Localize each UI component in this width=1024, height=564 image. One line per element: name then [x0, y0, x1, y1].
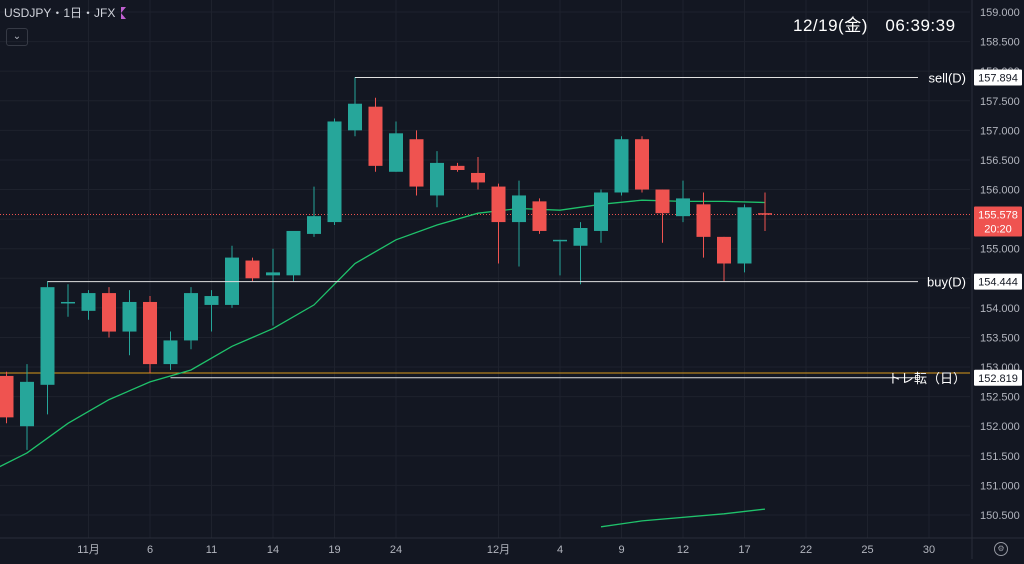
candle-up	[20, 381, 34, 427]
candle-up	[184, 293, 198, 341]
y-tick-label: 156.500	[980, 155, 1020, 167]
y-tick-label: 155.000	[980, 244, 1020, 256]
x-tick-label: 6	[147, 544, 153, 556]
x-tick-label: 12月	[487, 544, 510, 556]
y-tick-label: 150.500	[980, 510, 1020, 522]
gear-icon[interactable]: ⚙	[994, 542, 1008, 556]
y-tick-label: 154.000	[980, 303, 1020, 315]
candle-down	[696, 204, 711, 237]
level-label: トレ転（日）	[888, 371, 966, 386]
y-tick-label: 159.000	[980, 7, 1020, 19]
candle-up	[163, 340, 178, 365]
y-tick-label: 157.500	[980, 96, 1020, 108]
candle-down	[717, 236, 731, 264]
x-tick-label: 14	[267, 544, 279, 556]
level-price-tag	[974, 273, 1022, 290]
candle-up	[553, 239, 567, 242]
candle-up	[594, 192, 608, 231]
x-tick-label: 4	[557, 544, 563, 556]
x-tick-label: 25	[861, 544, 873, 556]
candle-up	[512, 195, 526, 223]
level-price-tag	[974, 69, 1022, 86]
y-tick-label: 151.000	[980, 480, 1020, 492]
candle-up	[122, 301, 137, 332]
candle-up	[61, 301, 75, 304]
symbol-title[interactable]: USDJPY・1日・JFX	[4, 6, 116, 20]
moving-average-line	[0, 199, 766, 468]
countdown-label: 20:20	[984, 224, 1012, 236]
level-label: buy(D)	[927, 275, 966, 290]
x-tick-label: 17	[738, 544, 750, 556]
x-tick-label: 22	[800, 544, 812, 556]
candle-down	[368, 106, 383, 166]
candle-up	[40, 287, 55, 385]
level-price-tag-label: 152.819	[978, 373, 1018, 385]
candle-down	[143, 301, 157, 365]
candle-up	[204, 296, 219, 305]
y-tick-label: 151.500	[980, 451, 1020, 463]
x-tick-label: 19	[328, 544, 340, 556]
x-tick-label: 24	[390, 544, 402, 556]
candle-up	[614, 139, 629, 193]
candle-up	[307, 216, 321, 234]
candle-down	[409, 139, 424, 187]
y-tick-label: 158.500	[980, 37, 1020, 49]
candle-up	[573, 227, 588, 246]
x-tick-label: 11	[206, 544, 217, 556]
level-price-tag-label: 154.444	[978, 277, 1018, 289]
candle-up	[737, 207, 752, 264]
moving-average-line-2	[600, 508, 766, 528]
y-tick-label: 153.500	[980, 332, 1020, 344]
y-tick-label: 157.000	[980, 125, 1020, 137]
candle-down	[102, 293, 116, 332]
x-tick-label: 30	[923, 544, 935, 556]
candle-down	[471, 172, 485, 183]
candle-up	[266, 272, 280, 276]
y-tick-label: 156.000	[980, 185, 1020, 197]
candle-up	[676, 198, 690, 217]
x-tick-label: 11月	[77, 544, 99, 556]
candle-up	[430, 162, 444, 196]
clock-readout: 12/19(金) 06:39:39	[793, 16, 956, 35]
candle-up	[286, 230, 301, 276]
candle-down	[450, 165, 465, 171]
candle-up	[327, 121, 342, 223]
chevron-down-icon[interactable]: ⌄	[6, 28, 28, 46]
y-tick-label: 152.500	[980, 392, 1020, 404]
candle-up	[348, 103, 362, 131]
candle-down	[245, 260, 260, 279]
y-tick-label: 152.000	[980, 421, 1020, 433]
candle-down	[491, 186, 506, 223]
level-price-tag	[974, 369, 1022, 386]
current-price-tag	[974, 206, 1022, 237]
candle-up	[389, 133, 403, 172]
candle-down	[758, 213, 772, 215]
candle-down	[635, 139, 649, 190]
level-price-tag-label: 157.894	[978, 72, 1018, 84]
chart-header: USDJPY・1日・JFX	[4, 4, 127, 21]
x-tick-label: 9	[618, 544, 624, 556]
current-price-label: 155.578	[978, 210, 1018, 222]
candle-down	[0, 375, 14, 418]
flag-icon[interactable]	[121, 6, 127, 19]
x-tick-label: 12	[677, 544, 689, 556]
candle-down	[655, 189, 670, 214]
level-label: sell(D)	[928, 70, 966, 85]
candle-down	[532, 201, 547, 231]
candle-up	[81, 293, 96, 311]
